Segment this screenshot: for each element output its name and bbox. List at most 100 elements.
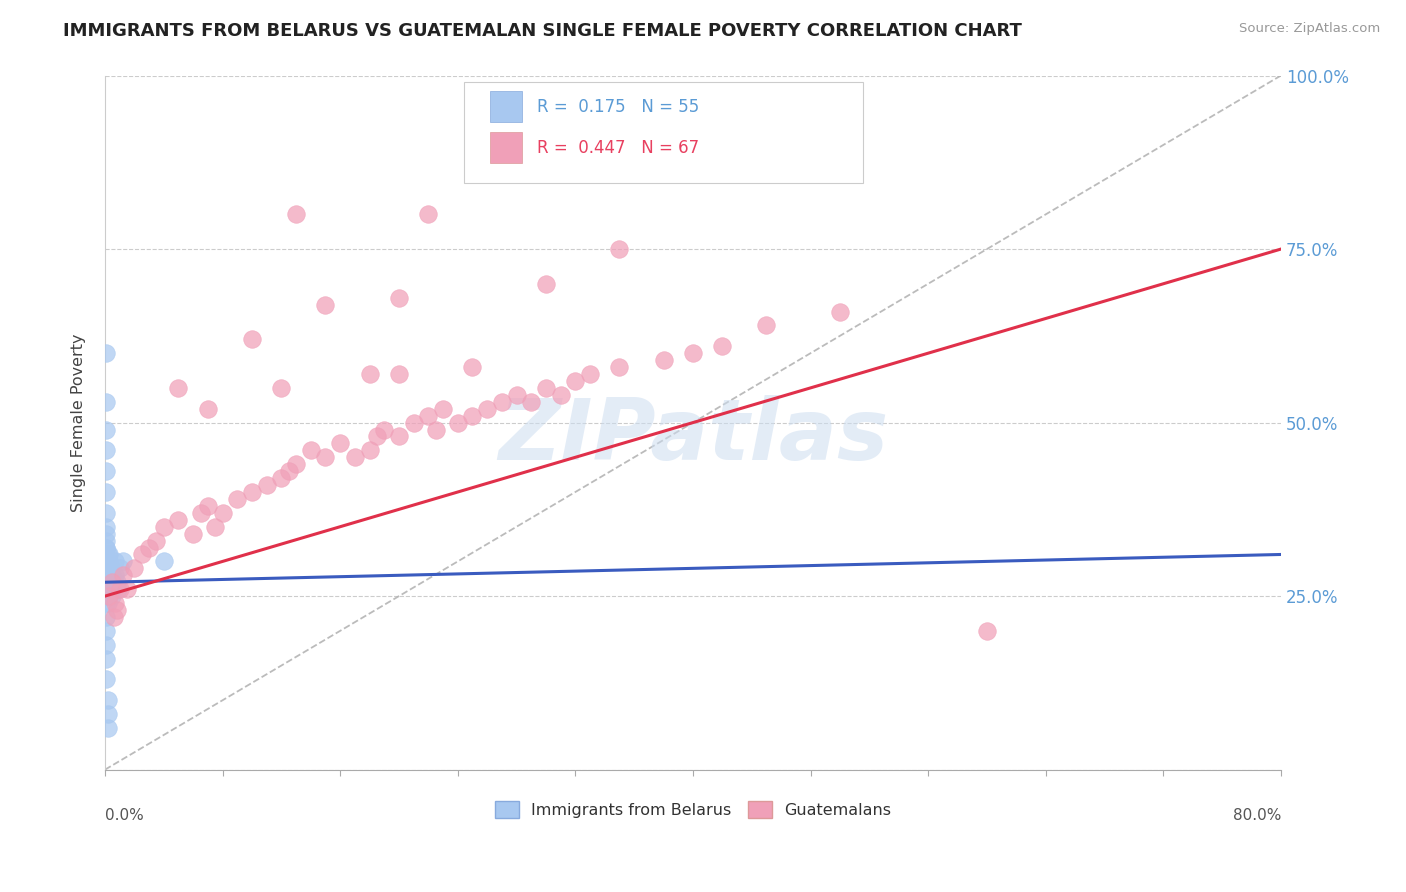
Point (550, 388, 572, 402)
FancyBboxPatch shape (489, 91, 523, 122)
Point (418, 409, 440, 423)
Point (96, 464, 118, 478)
Point (97, 693, 120, 707)
Point (98, 589, 121, 603)
Point (97, 707, 120, 722)
Point (505, 388, 527, 402)
Point (97, 575, 120, 590)
Point (103, 582, 125, 597)
Point (520, 394, 543, 409)
Point (359, 367, 381, 381)
Point (107, 582, 129, 597)
Point (167, 513, 190, 527)
Point (111, 554, 134, 568)
Point (197, 401, 219, 416)
Point (97, 721, 120, 735)
Point (461, 359, 484, 374)
Point (96, 443, 118, 458)
Point (828, 304, 851, 318)
Point (96, 541, 118, 555)
Point (98, 548, 121, 562)
Point (97, 582, 120, 597)
Point (388, 429, 411, 443)
Point (447, 416, 470, 430)
Point (97, 575, 120, 590)
Point (359, 443, 381, 458)
Point (491, 394, 513, 409)
Point (97, 589, 120, 603)
Point (104, 554, 127, 568)
Point (373, 423, 395, 437)
Point (100, 575, 122, 590)
Point (101, 589, 124, 603)
Point (98, 589, 121, 603)
Point (115, 582, 138, 597)
Point (131, 548, 153, 562)
Point (461, 409, 484, 423)
Y-axis label: Single Female Poverty: Single Female Poverty (72, 334, 86, 512)
Point (96, 541, 118, 555)
Point (96, 582, 118, 597)
Point (98, 568, 121, 582)
Point (98, 575, 121, 590)
Point (477, 401, 499, 416)
Point (96, 519, 118, 533)
Point (97, 548, 120, 562)
Text: ZIPatlas: ZIPatlas (498, 395, 889, 478)
Point (534, 277, 557, 291)
Point (103, 575, 125, 590)
Text: R =  0.447   N = 67: R = 0.447 N = 67 (537, 138, 699, 156)
Point (96, 568, 118, 582)
Point (329, 436, 352, 450)
Point (190, 506, 212, 520)
Point (343, 450, 366, 465)
Point (96, 651, 118, 665)
Point (108, 561, 131, 575)
Point (314, 450, 336, 465)
Point (167, 381, 190, 395)
Point (145, 533, 167, 548)
Point (388, 291, 411, 305)
Point (240, 332, 263, 346)
Point (96, 610, 118, 624)
Point (976, 624, 998, 638)
Point (100, 582, 122, 597)
Legend: Immigrants from Belarus, Guatemalans: Immigrants from Belarus, Guatemalans (488, 795, 897, 824)
Point (96, 533, 118, 548)
Point (755, 318, 778, 333)
Point (652, 353, 675, 368)
Point (104, 596, 127, 610)
Point (138, 541, 160, 555)
Point (564, 374, 586, 388)
Point (204, 519, 226, 533)
Point (388, 367, 411, 381)
Point (96, 596, 118, 610)
Point (97, 554, 120, 568)
Point (103, 610, 125, 624)
Point (100, 568, 122, 582)
Point (181, 526, 204, 541)
Point (682, 346, 704, 360)
Point (534, 381, 557, 395)
Text: IMMIGRANTS FROM BELARUS VS GUATEMALAN SINGLE FEMALE POVERTY CORRELATION CHART: IMMIGRANTS FROM BELARUS VS GUATEMALAN SI… (63, 22, 1022, 40)
Point (111, 568, 134, 582)
Point (240, 485, 263, 500)
Point (97, 596, 120, 610)
Text: R =  0.175   N = 55: R = 0.175 N = 55 (537, 98, 699, 116)
Point (96, 624, 118, 638)
FancyBboxPatch shape (464, 82, 863, 183)
Point (97, 561, 120, 575)
Point (98, 582, 121, 597)
Point (97, 568, 120, 582)
Point (402, 416, 425, 430)
Point (418, 207, 440, 221)
Point (197, 499, 219, 513)
Point (432, 401, 454, 416)
Point (285, 457, 308, 471)
Point (366, 429, 388, 443)
Text: Source: ZipAtlas.com: Source: ZipAtlas.com (1240, 22, 1381, 36)
Point (270, 471, 292, 485)
Point (108, 582, 131, 597)
Text: 80.0%: 80.0% (1233, 808, 1281, 822)
Point (96, 638, 118, 652)
